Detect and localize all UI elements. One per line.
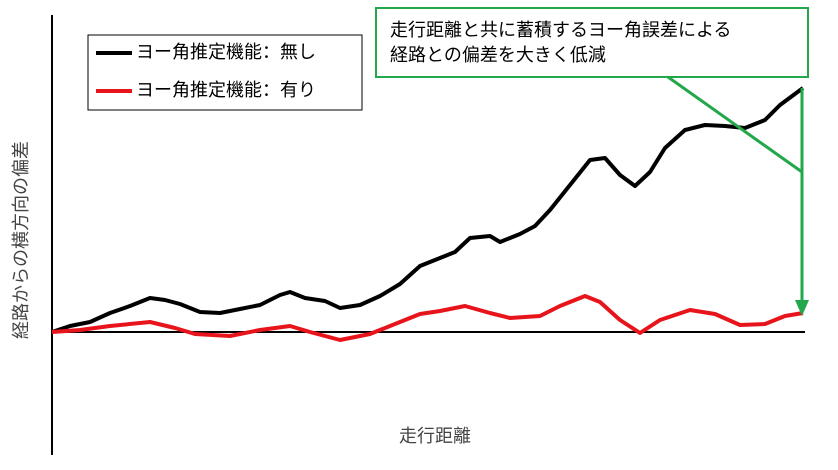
series-line <box>51 294 804 342</box>
legend <box>87 34 363 111</box>
annotation-line <box>667 75 803 174</box>
legend-label: ヨー角推定機能：無し <box>136 42 316 63</box>
legend-label: ヨー角推定機能：有り <box>136 80 316 101</box>
y-axis-label: 経路からの横方向の偏差 <box>11 141 32 339</box>
arrow-head <box>795 300 809 316</box>
annotation: 走行距離と共に蓄積するヨー角誤差による <box>390 20 731 41</box>
annotation-box <box>375 7 809 78</box>
x-axis-label: 走行距離 <box>399 426 471 447</box>
annotation: 経路との偏差を大きく低減 <box>390 45 606 66</box>
series-line <box>51 86 805 334</box>
